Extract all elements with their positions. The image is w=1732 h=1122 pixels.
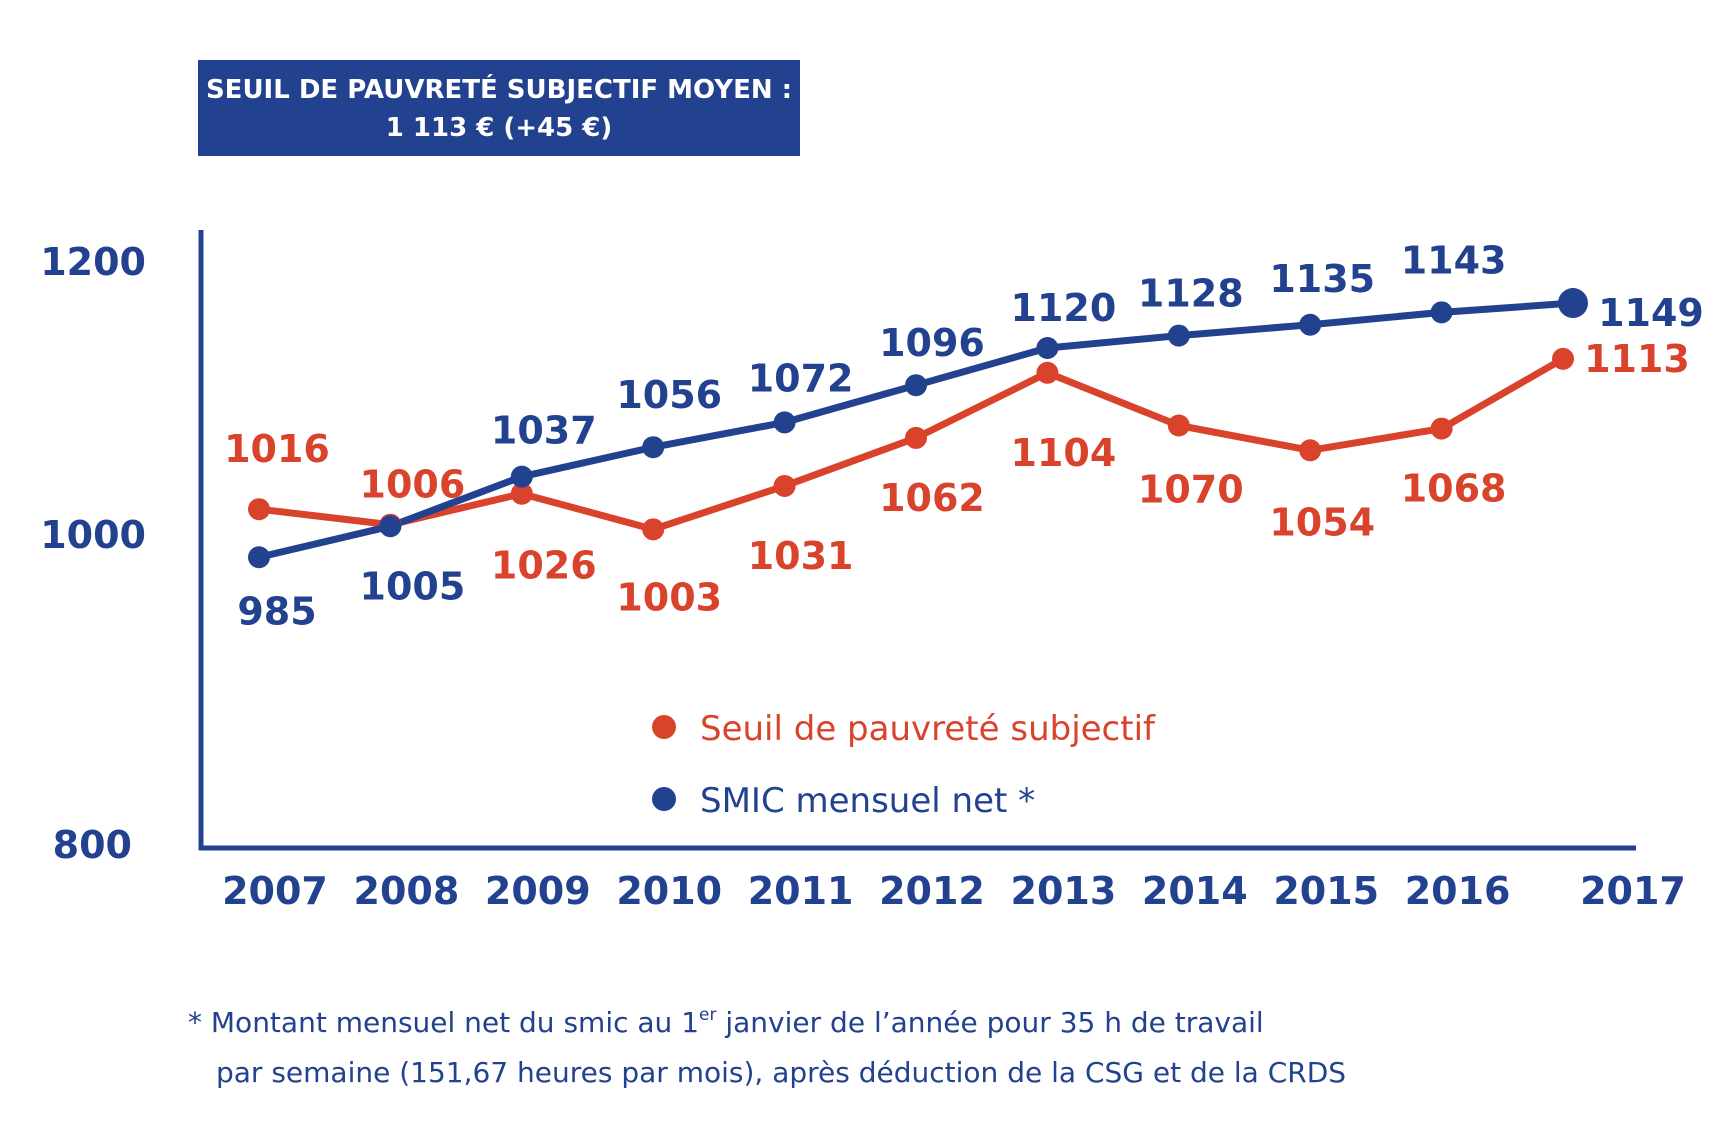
data-point-smic <box>1299 313 1322 336</box>
x-tick-label: 2012 <box>879 869 985 913</box>
legend-red-marker <box>652 715 676 739</box>
data-point-smic <box>905 374 927 397</box>
data-label-seuil: 1006 <box>360 463 466 507</box>
data-label-smic: 1143 <box>1401 238 1507 282</box>
data-label-smic: 1005 <box>360 564 466 608</box>
data-point-smic <box>510 465 533 488</box>
data-label-smic: 985 <box>237 589 316 633</box>
data-point-smic <box>773 411 796 434</box>
header-line1: SEUIL DE PAUVRETÉ SUBJECTIF MOYEN : <box>206 73 792 105</box>
data-label-seuil: 1016 <box>224 427 330 471</box>
x-tick-label: 2010 <box>616 869 722 913</box>
data-label-smic: 1128 <box>1138 272 1244 316</box>
x-tick-label: 2016 <box>1405 869 1511 913</box>
data-label-seuil: 1070 <box>1138 468 1244 512</box>
data-label-seuil: 1026 <box>491 544 597 588</box>
data-point-smic <box>1036 337 1059 359</box>
x-tick-label: 2011 <box>748 869 854 913</box>
data-point-seuil <box>1036 361 1059 384</box>
data-point-smic <box>642 436 665 459</box>
legend-blue-marker <box>652 787 676 811</box>
x-tick-label: 2017 <box>1580 869 1686 913</box>
data-point-smic <box>1558 288 1588 319</box>
data-point-seuil <box>1167 414 1190 437</box>
data-label-smic: 1072 <box>748 356 854 400</box>
legend-label-smic: SMIC mensuel net * <box>700 781 1035 821</box>
footnote-line1-post: janvier de l’année pour 35 h de travail <box>716 1006 1263 1039</box>
data-label-seuil: 1113 <box>1584 337 1690 381</box>
data-point-seuil <box>1299 439 1322 462</box>
data-label-smic: 1135 <box>1269 257 1375 301</box>
data-label-seuil: 1068 <box>1401 467 1507 511</box>
data-label-smic: 1096 <box>879 321 985 365</box>
data-label-smic: 1056 <box>616 373 722 417</box>
header-line2: 1 113 € (+45 €) <box>386 113 612 143</box>
data-label-seuil: 1003 <box>616 575 722 619</box>
data-label-smic: 1149 <box>1598 291 1704 335</box>
footnote-line1-sup: er <box>699 1005 716 1025</box>
data-label-seuil: 1062 <box>879 476 985 520</box>
footnote-line1-pre: * Montant mensuel net du smic au 1 <box>188 1006 699 1039</box>
data-point-smic <box>1167 324 1190 347</box>
data-point-seuil <box>905 426 927 449</box>
x-tick-label: 2009 <box>485 869 591 913</box>
x-tick-label: 2013 <box>1011 869 1117 913</box>
y-tick-label: 1200 <box>40 240 146 284</box>
data-label-seuil: 1031 <box>748 534 854 578</box>
header-box <box>198 60 800 156</box>
footnote-line1: * Montant mensuel net du smic au 1er jan… <box>188 1005 1264 1039</box>
data-point-seuil <box>642 518 665 541</box>
data-point-smic <box>379 515 402 538</box>
legend-label-seuil: Seuil de pauvreté subjectif <box>700 709 1156 749</box>
x-tick-label: 2007 <box>222 869 328 913</box>
data-label-smic: 1120 <box>1011 286 1117 330</box>
x-tick-label: 2014 <box>1142 869 1248 913</box>
data-point-seuil <box>248 498 270 521</box>
data-label-smic: 1037 <box>491 409 597 453</box>
data-point-smic <box>1430 301 1453 324</box>
data-label-seuil: 1104 <box>1011 431 1117 475</box>
data-label-seuil: 1054 <box>1269 500 1375 544</box>
x-tick-label: 2008 <box>354 869 460 913</box>
footnote-line2: par semaine (151,67 heures par mois), ap… <box>216 1056 1346 1089</box>
y-tick-label: 1000 <box>40 513 146 557</box>
x-tick-label: 2015 <box>1273 869 1379 913</box>
data-point-seuil <box>1552 347 1574 370</box>
data-point-seuil <box>510 482 533 505</box>
data-point-seuil <box>1430 417 1453 440</box>
y-tick-label: 800 <box>53 823 132 867</box>
data-point-seuil <box>773 474 796 497</box>
data-point-smic <box>248 546 270 569</box>
